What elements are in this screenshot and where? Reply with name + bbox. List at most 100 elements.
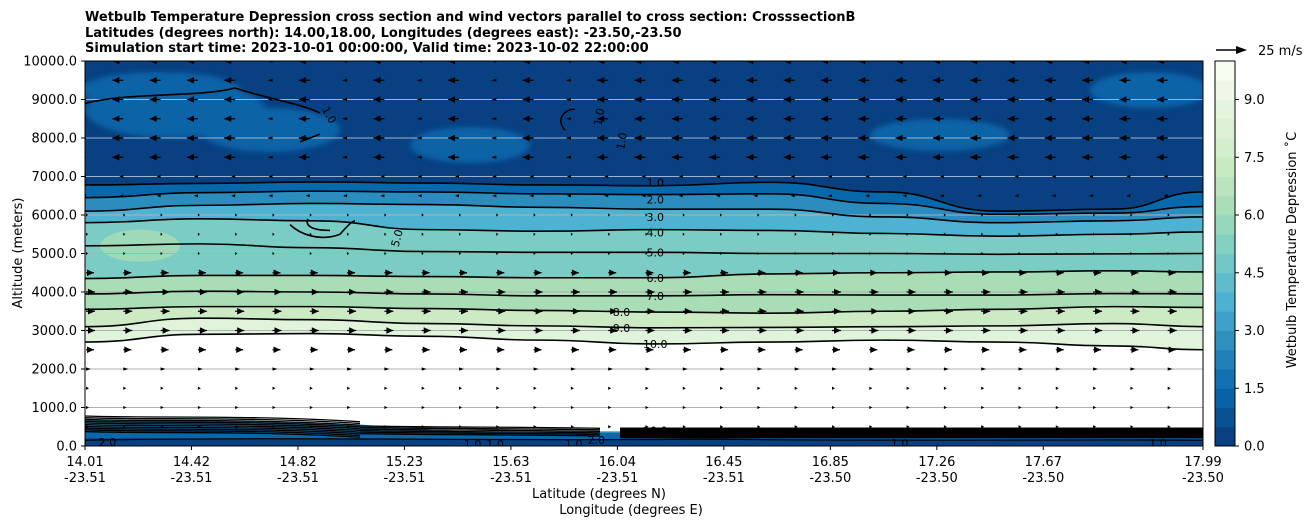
wind-vector-head xyxy=(1130,232,1133,236)
wind-vector-252 xyxy=(533,269,542,276)
wind-vector-head xyxy=(298,115,306,122)
wind-vector-122 xyxy=(160,346,169,353)
wind-vector-286 xyxy=(682,251,685,256)
wind-vector-264 xyxy=(981,269,990,276)
wind-vector-head xyxy=(88,327,95,334)
wind-vector-head xyxy=(529,194,534,198)
wind-vector-448 xyxy=(1119,154,1131,161)
wind-vector-head xyxy=(794,405,798,410)
wind-vector-head xyxy=(858,77,866,84)
wind-vector-425 xyxy=(267,155,273,159)
wind-vector-144 xyxy=(981,346,990,353)
wind-vector-head xyxy=(423,288,431,296)
wind-vector-head xyxy=(123,367,129,371)
wind-vector-head xyxy=(522,154,530,161)
wind-vector-head xyxy=(373,115,381,122)
wind-vector-head xyxy=(722,327,730,334)
wind-vector-head xyxy=(162,327,170,334)
wind-vector-296 xyxy=(1055,251,1058,256)
wind-vector-164 xyxy=(608,327,618,334)
wind-vector-head xyxy=(197,386,201,390)
wind-vector-377 xyxy=(716,194,721,198)
wind-vector-head xyxy=(1014,194,1019,198)
wind-vector-342 xyxy=(533,213,536,217)
wind-vector-head xyxy=(682,213,685,217)
wind-vector-head xyxy=(645,367,651,371)
y-tick-label-4: 4000.0 xyxy=(32,286,78,301)
wind-vector-314 xyxy=(608,232,611,236)
wind-vector-head xyxy=(869,251,872,256)
wind-vector-449 xyxy=(1156,154,1168,161)
wind-vector-head xyxy=(759,327,767,334)
wind-vector-30 xyxy=(86,405,89,410)
wind-vector-head xyxy=(310,346,318,353)
wind-vector-head xyxy=(533,405,537,410)
wind-vector-head xyxy=(684,327,692,334)
wind-vector-547 xyxy=(342,78,348,82)
wind-vector-head xyxy=(939,194,944,198)
wind-vector-head xyxy=(123,405,127,410)
wind-vector-head xyxy=(970,154,978,161)
wind-vector-head xyxy=(570,386,574,390)
wind-vector-327 xyxy=(1093,232,1096,236)
wind-vector-290 xyxy=(832,251,834,256)
wind-vector-head xyxy=(1167,425,1171,429)
colorbar-segment-2 xyxy=(1215,388,1235,408)
wind-vector-head xyxy=(496,213,499,217)
wind-vector-93 xyxy=(197,367,203,371)
wind-vector-413 xyxy=(939,174,944,179)
wind-vector-head xyxy=(709,134,717,142)
wind-vector-head xyxy=(758,269,766,276)
wind-vector-head xyxy=(235,213,238,217)
wind-vector-184 xyxy=(235,308,245,315)
wind-vector-head xyxy=(1126,194,1131,198)
wind-vector-426 xyxy=(298,154,310,161)
x-tick-label-lon-5: -23.51 xyxy=(596,471,638,486)
wind-vector-457 xyxy=(342,136,348,140)
wind-vector-555 xyxy=(634,77,646,84)
wind-vector-head xyxy=(237,288,245,296)
wind-vector-head xyxy=(869,386,873,390)
wind-vector-head xyxy=(533,425,537,429)
colorbar-segment-15 xyxy=(1215,138,1235,158)
wind-vector-head xyxy=(834,308,841,315)
wind-vector-head xyxy=(566,174,571,179)
wind-vector-97 xyxy=(347,367,353,371)
wind-vector-head xyxy=(597,96,605,103)
wind-vector-head xyxy=(608,367,614,371)
wind-vector-300 xyxy=(86,232,88,236)
wind-vector-333 xyxy=(197,213,200,217)
wind-vector-head xyxy=(597,115,605,122)
wind-vector-236 xyxy=(1055,288,1065,296)
wind-vector-394 xyxy=(231,174,236,179)
wind-vector-head xyxy=(970,61,978,65)
wind-vector-532 xyxy=(895,96,907,103)
wind-vector-540 xyxy=(85,79,86,81)
wind-vector-389 xyxy=(1163,194,1168,198)
wind-vector-125 xyxy=(272,346,281,353)
wind-vector-141 xyxy=(869,346,878,353)
wind-vector-304 xyxy=(235,232,238,236)
wind-vector-head xyxy=(1055,232,1058,236)
wind-vector-head xyxy=(498,308,506,315)
wind-vector-head xyxy=(1167,367,1173,371)
wind-vector-325 xyxy=(1018,232,1021,236)
wind-vector-head xyxy=(1055,386,1059,390)
wind-vector-318 xyxy=(757,232,760,236)
wind-vector-head xyxy=(197,232,200,236)
wind-vector-head xyxy=(119,194,124,198)
contour-surface-left-6 xyxy=(85,425,361,433)
wind-vector-head xyxy=(604,174,609,179)
wind-vector-head xyxy=(671,134,679,142)
wind-vector-235 xyxy=(1018,288,1028,296)
wind-vector-503 xyxy=(932,115,944,122)
wind-vector-524 xyxy=(597,96,609,103)
wind-vector-253 xyxy=(570,269,579,276)
wind-vector-head xyxy=(970,115,978,122)
wind-vector-119 xyxy=(1167,367,1173,371)
wind-vector-head xyxy=(609,269,617,276)
wind-vector-head xyxy=(794,251,797,256)
wind-vector-343 xyxy=(570,213,573,217)
wind-vector-head xyxy=(373,77,381,84)
wind-vector-482 xyxy=(149,115,161,122)
